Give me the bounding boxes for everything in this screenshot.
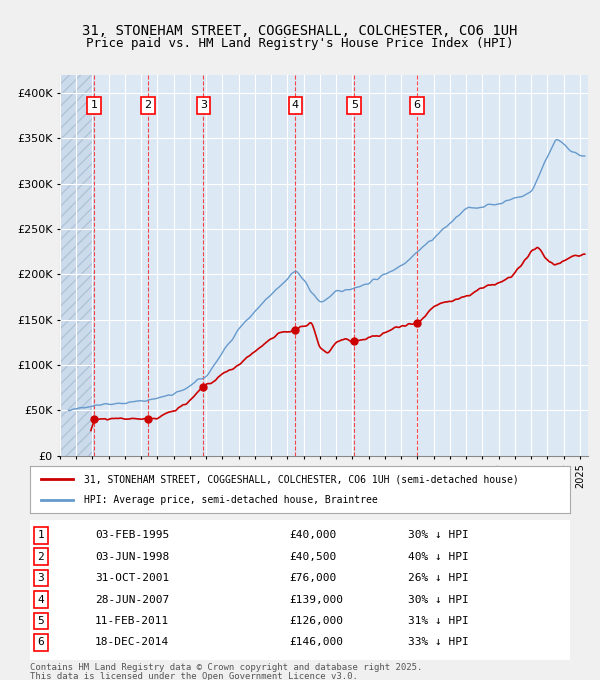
Text: 33% ↓ HPI: 33% ↓ HPI [408,637,469,647]
Text: £40,000: £40,000 [289,530,337,540]
Text: 30% ↓ HPI: 30% ↓ HPI [408,530,469,540]
Text: 1: 1 [91,100,97,110]
Text: 6: 6 [37,637,44,647]
Bar [60,75,94,456]
Text: 3: 3 [37,573,44,583]
Text: HPI: Average price, semi-detached house, Braintree: HPI: Average price, semi-detached house,… [84,495,378,505]
Text: 5: 5 [37,616,44,626]
Text: 03-JUN-1998: 03-JUN-1998 [95,551,169,562]
Text: 26% ↓ HPI: 26% ↓ HPI [408,573,469,583]
Text: Price paid vs. HM Land Registry's House Price Index (HPI): Price paid vs. HM Land Registry's House … [86,37,514,50]
Text: 5: 5 [351,100,358,110]
Bar [60,75,94,456]
Text: 30% ↓ HPI: 30% ↓ HPI [408,594,469,605]
Text: 2: 2 [37,551,44,562]
Text: 2: 2 [145,100,152,110]
Text: 4: 4 [37,594,44,605]
Text: 31% ↓ HPI: 31% ↓ HPI [408,616,469,626]
Text: Contains HM Land Registry data © Crown copyright and database right 2025.: Contains HM Land Registry data © Crown c… [30,663,422,672]
Text: £126,000: £126,000 [289,616,343,626]
Text: 31, STONEHAM STREET, COGGESHALL, COLCHESTER, CO6 1UH (semi-detached house): 31, STONEHAM STREET, COGGESHALL, COLCHES… [84,474,519,484]
Text: 4: 4 [292,100,299,110]
Text: 6: 6 [413,100,420,110]
Text: 31-OCT-2001: 31-OCT-2001 [95,573,169,583]
Text: £76,000: £76,000 [289,573,337,583]
Text: £139,000: £139,000 [289,594,343,605]
Text: 18-DEC-2014: 18-DEC-2014 [95,637,169,647]
Text: 1: 1 [37,530,44,540]
Text: 31, STONEHAM STREET, COGGESHALL, COLCHESTER, CO6 1UH: 31, STONEHAM STREET, COGGESHALL, COLCHES… [82,24,518,38]
Text: 03-FEB-1995: 03-FEB-1995 [95,530,169,540]
Text: £146,000: £146,000 [289,637,343,647]
Text: 28-JUN-2007: 28-JUN-2007 [95,594,169,605]
Text: 3: 3 [200,100,207,110]
Text: 40% ↓ HPI: 40% ↓ HPI [408,551,469,562]
Text: £40,500: £40,500 [289,551,337,562]
Text: 11-FEB-2011: 11-FEB-2011 [95,616,169,626]
Text: This data is licensed under the Open Government Licence v3.0.: This data is licensed under the Open Gov… [30,672,358,680]
